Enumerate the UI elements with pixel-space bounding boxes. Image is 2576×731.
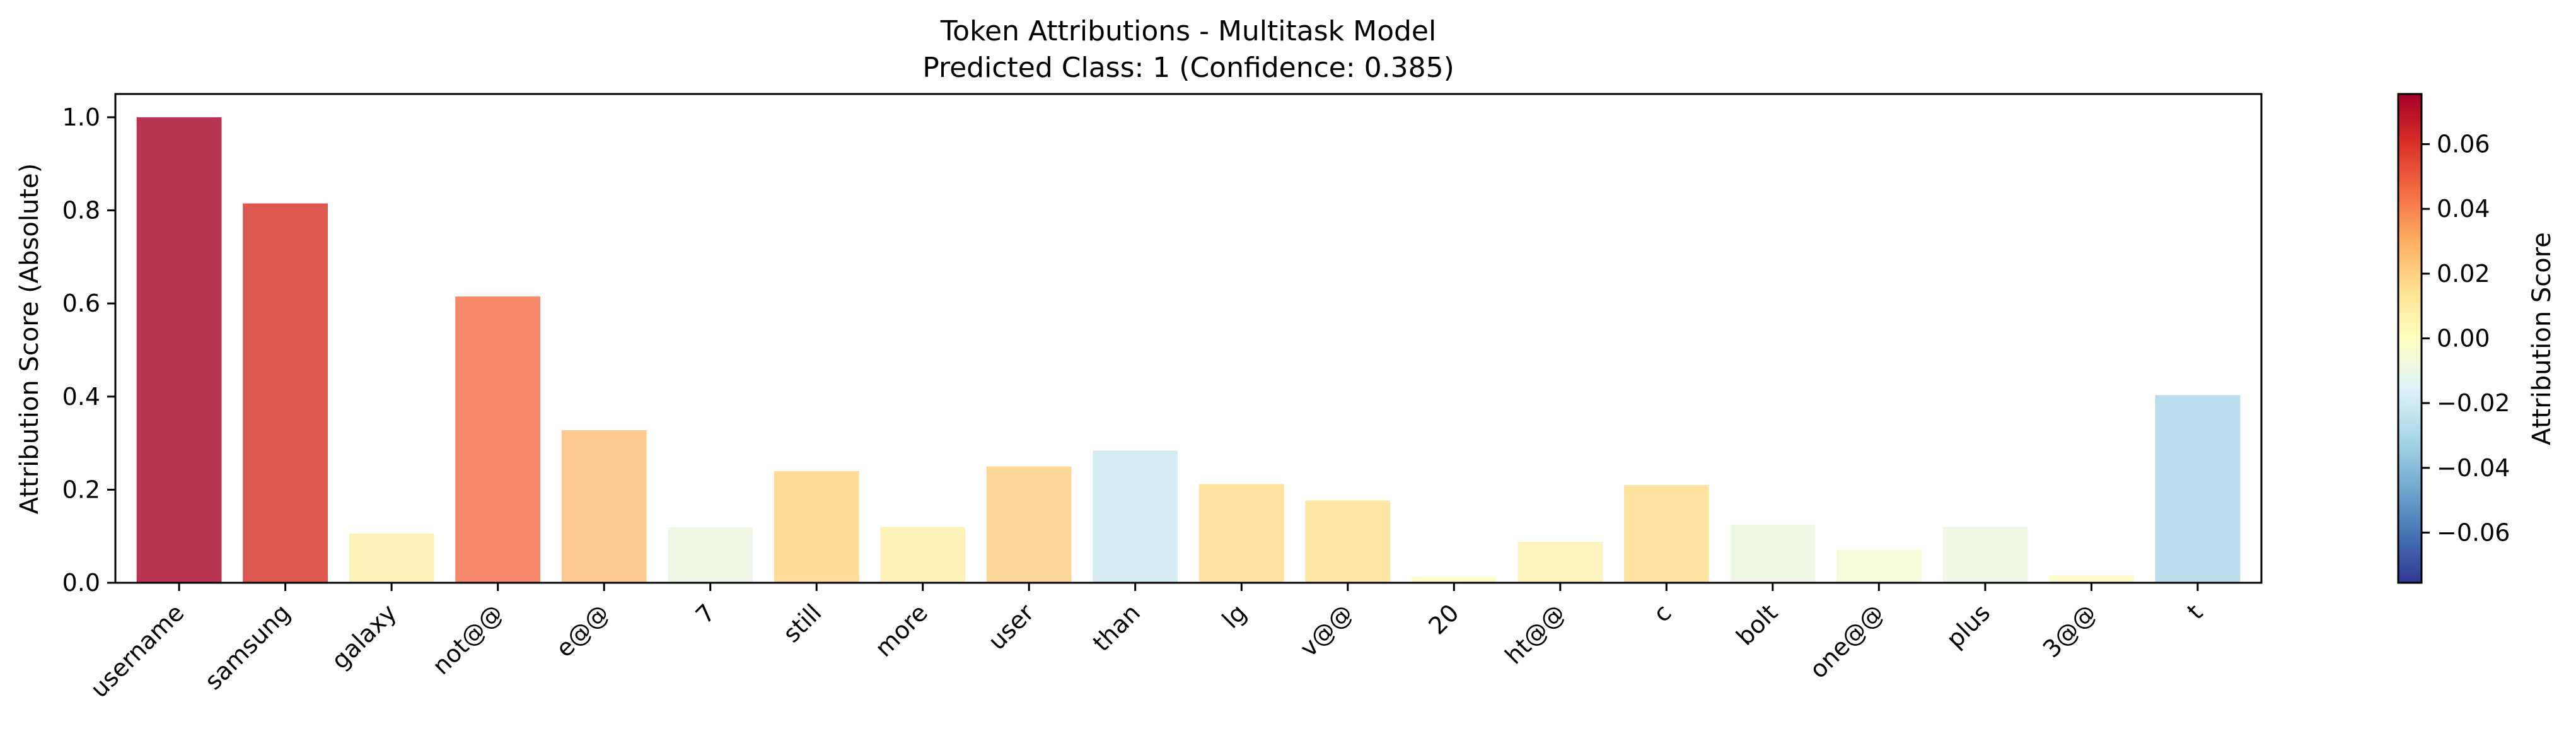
bar-7 xyxy=(668,527,753,583)
x-tick-label: samsung xyxy=(199,599,296,695)
chart-subtitle: Predicted Class: 1 (Confidence: 0.385) xyxy=(922,52,1454,84)
x-tick-label: user xyxy=(983,599,1040,655)
x-tick-label: ht@@ xyxy=(1500,599,1570,669)
colorbar-tick-label: 0.06 xyxy=(2437,131,2490,158)
y-tick-label: 0.2 xyxy=(62,476,100,503)
x-tick-label: not@@ xyxy=(427,599,508,680)
x-tick-label: t xyxy=(2182,599,2208,625)
colorbar-tick-label: 0.04 xyxy=(2437,195,2490,223)
colorbar-tick-label: 0.00 xyxy=(2437,325,2490,353)
bar-plus xyxy=(1942,527,2028,583)
x-tick-label: 3@@ xyxy=(2038,599,2102,663)
y-tick-label: 0.8 xyxy=(62,197,100,225)
x-tick-label: v@@ xyxy=(1294,599,1358,662)
bar-20 xyxy=(1411,576,1497,583)
colorbar-gradient xyxy=(2397,93,2423,584)
y-axis-label: Attribution Score (Absolute) xyxy=(15,163,44,514)
bar-bolt xyxy=(1730,524,1816,583)
x-tick-label: username xyxy=(85,599,189,703)
colorbar-ticks: 0.06 0.04 0.02 0.00 −0.02 −0.04 −0.06 xyxy=(2422,131,2510,546)
x-tick-label: lg xyxy=(1217,599,1252,634)
y-tick-label: 1.0 xyxy=(62,103,100,131)
colorbar-label: Attribution Score xyxy=(2527,232,2556,445)
y-tick-label: 0.4 xyxy=(62,383,100,411)
bar-username xyxy=(136,117,222,583)
colorbar-tick-label: 0.02 xyxy=(2437,260,2490,288)
bar-user xyxy=(986,466,1072,583)
bar-t xyxy=(2155,395,2241,583)
x-tick-label: plus xyxy=(1941,599,1996,653)
colorbar: 0.06 0.04 0.02 0.00 −0.02 −0.04 −0.06 xyxy=(2397,93,2510,584)
bar-c xyxy=(1623,485,1709,583)
bar-e@@ xyxy=(561,430,647,583)
chart-title: Token Attributions - Multitask Model xyxy=(940,15,1436,47)
x-tick-label: bolt xyxy=(1731,599,1784,651)
x-tick-label: 20 xyxy=(1423,599,1464,640)
bar-one@@ xyxy=(1836,549,1922,583)
x-tick-label: one@@ xyxy=(1804,599,1889,684)
bar-samsung xyxy=(243,203,328,583)
x-axis: username samsung galaxy not@@ e@@ 7 still more u… xyxy=(85,583,2208,703)
bar-lg xyxy=(1198,484,1284,583)
bar-than xyxy=(1093,450,1178,583)
colorbar-tick-label: −0.02 xyxy=(2437,389,2510,417)
x-tick-label: c xyxy=(1648,599,1677,628)
bars-group xyxy=(136,117,2241,583)
x-tick-label: e@@ xyxy=(550,599,614,662)
bar-still xyxy=(774,471,859,583)
x-tick-label: still xyxy=(778,599,827,648)
x-tick-label: galaxy xyxy=(326,599,402,674)
colorbar-tick-label: −0.06 xyxy=(2437,518,2510,546)
bar-galaxy xyxy=(349,533,434,583)
y-tick-label: 0.6 xyxy=(62,289,100,317)
y-tick-label: 0.0 xyxy=(62,569,100,597)
x-tick-label: 7 xyxy=(690,599,721,629)
bar-more xyxy=(880,527,966,583)
bar-ht@@ xyxy=(1517,542,1603,583)
x-tick-label: more xyxy=(869,599,933,662)
bar-not@@ xyxy=(455,296,540,583)
y-axis: 0.0 0.2 0.4 0.6 0.8 1.0 xyxy=(62,103,115,597)
bar-v@@ xyxy=(1305,500,1391,583)
bar-3@@ xyxy=(2049,575,2134,583)
colorbar-tick-label: −0.04 xyxy=(2437,454,2510,482)
plot-frame xyxy=(114,93,2263,584)
x-tick-label: than xyxy=(1088,599,1146,657)
bar-plot: 0.0 0.2 0.4 0.6 0.8 1.0 username samsung galaxy… xyxy=(62,93,2263,703)
